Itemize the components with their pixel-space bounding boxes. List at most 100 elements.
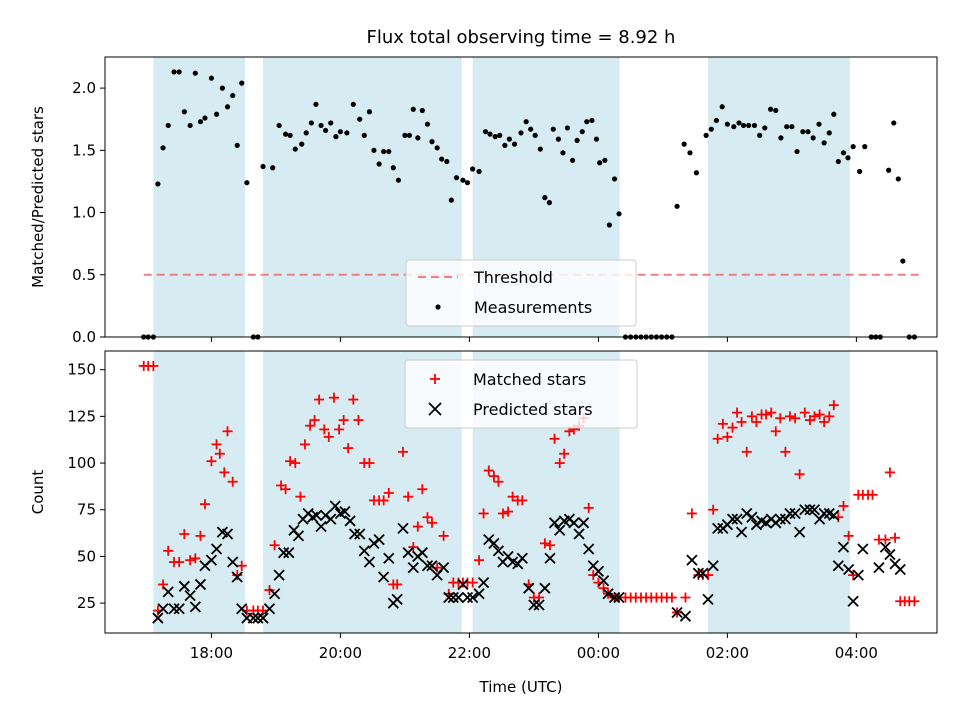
measurement-point	[835, 158, 841, 165]
x-b	[548, 517, 561, 529]
predicted-star-point	[608, 591, 621, 604]
x-b	[852, 569, 864, 581]
legend-threshold-label: Threshold	[473, 268, 553, 287]
measurement-point	[713, 117, 720, 124]
x-b	[804, 504, 816, 516]
measurement-point	[424, 121, 431, 127]
measurement-point	[537, 146, 543, 152]
y-tick-label: 50	[77, 547, 96, 565]
legend-matched-label: Matched stars	[473, 370, 586, 389]
x-b	[707, 560, 719, 572]
measurement-point	[350, 101, 356, 107]
x-b	[391, 593, 403, 606]
x-b	[227, 556, 239, 568]
measurement-point	[187, 122, 193, 129]
predicted-star-point	[473, 588, 485, 600]
measurement-point	[773, 107, 779, 114]
predicted-star-point	[750, 519, 763, 531]
x-b	[236, 603, 248, 615]
predicted-star-point	[726, 513, 739, 525]
x-b	[847, 595, 859, 607]
predicted-star-point	[457, 578, 469, 591]
predicted-star-point	[760, 517, 772, 529]
matched-star-point	[790, 413, 801, 424]
measurement-point	[616, 211, 622, 217]
x-b	[573, 528, 585, 540]
matched-star-point	[195, 530, 206, 541]
matched-star-point	[148, 360, 159, 371]
matched-star-point	[483, 465, 494, 476]
predicted-star-point	[443, 591, 455, 604]
measurement-point	[821, 140, 827, 146]
matched-star-point	[517, 495, 528, 506]
x-b	[702, 593, 714, 606]
y-tick-label: 1.0	[72, 204, 96, 222]
x-b	[216, 526, 229, 538]
measurement-point	[731, 124, 737, 130]
x-b	[857, 543, 869, 555]
matched-star-point	[467, 577, 478, 588]
observing-band-4	[708, 351, 850, 633]
measurement-point	[757, 132, 763, 138]
predicted-star-point	[741, 507, 753, 520]
predicted-star-point	[477, 576, 490, 589]
predicted-star-point	[452, 591, 465, 604]
observing-bands	[153, 57, 850, 337]
y-tick-label: 0.0	[72, 328, 96, 346]
measurement-point	[740, 122, 747, 129]
x-b	[492, 545, 505, 557]
count-points	[138, 360, 920, 624]
matched-star-point	[417, 484, 428, 495]
x-b	[457, 578, 469, 591]
x-b	[344, 515, 356, 527]
count-legend: Matched stars Predicted stars	[404, 359, 638, 429]
matched-star-point	[219, 467, 230, 478]
x-b	[731, 513, 743, 525]
x-axis-label: Time (UTC)	[479, 678, 563, 696]
predicted-star-point	[354, 528, 366, 540]
measurement-point	[891, 120, 897, 126]
y-tick-label: 150	[67, 361, 96, 379]
measurement-point	[751, 122, 758, 129]
measurement-point	[476, 168, 482, 175]
measurement-point	[357, 116, 363, 122]
matched-star-point	[211, 439, 222, 450]
measurement-point	[746, 122, 752, 129]
measurement-point	[361, 132, 367, 138]
predicted-star-point	[857, 543, 869, 555]
predicted-star-point	[283, 547, 295, 559]
matched-star-point	[809, 411, 820, 422]
measurement-point	[784, 124, 790, 130]
measurement-point	[550, 126, 556, 132]
measurement-point	[708, 126, 714, 132]
matched-star-point	[323, 431, 334, 442]
measurement-point	[448, 197, 454, 203]
matched-star-point	[285, 456, 296, 467]
x-b	[789, 507, 801, 520]
measurement-point	[234, 142, 240, 148]
measurement-point	[181, 109, 187, 115]
measurement-point	[453, 175, 460, 181]
measurement-point	[376, 161, 382, 167]
matched-star-point	[507, 491, 518, 502]
x-b	[466, 591, 479, 604]
predicted-star-point	[613, 591, 625, 604]
measurement-point	[574, 137, 580, 143]
y-tick-label: 100	[67, 454, 96, 472]
x-b	[437, 561, 450, 574]
x-b	[784, 507, 796, 520]
predicted-star-point	[437, 561, 450, 574]
x-b	[755, 515, 768, 527]
x-b	[894, 563, 906, 576]
measurement-point	[366, 109, 373, 115]
y-tick-label: 25	[77, 594, 96, 612]
measurement-point	[470, 166, 476, 172]
matched-star-point	[299, 439, 310, 450]
matched-star-point	[727, 422, 738, 433]
predicted-star-point	[573, 528, 585, 540]
matched-star-point	[554, 458, 565, 469]
measurement-point	[895, 176, 901, 182]
predicted-star-point	[189, 601, 201, 613]
measurement-point	[886, 167, 892, 173]
